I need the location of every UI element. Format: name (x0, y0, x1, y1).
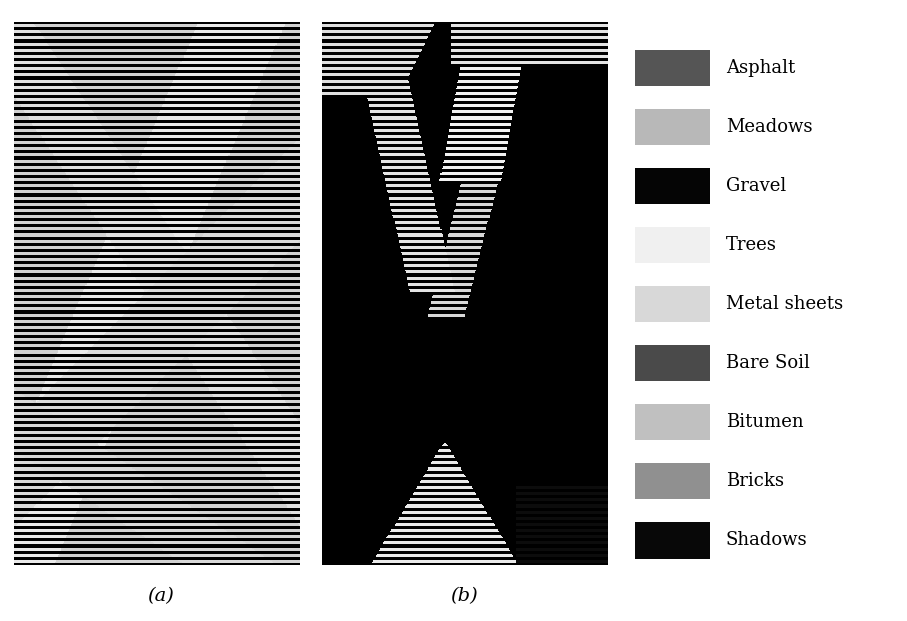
Text: (a): (a) (147, 587, 174, 605)
Text: Meadows: Meadows (726, 118, 813, 136)
Text: Bricks: Bricks (726, 472, 784, 490)
Text: Gravel: Gravel (726, 177, 786, 195)
FancyBboxPatch shape (635, 286, 710, 322)
FancyBboxPatch shape (635, 345, 710, 381)
FancyBboxPatch shape (635, 404, 710, 440)
FancyBboxPatch shape (635, 168, 710, 204)
Text: Bare Soil: Bare Soil (726, 354, 810, 372)
FancyBboxPatch shape (635, 50, 710, 86)
FancyBboxPatch shape (635, 463, 710, 499)
Text: Asphalt: Asphalt (726, 59, 795, 77)
Text: Trees: Trees (726, 236, 776, 254)
Text: Metal sheets: Metal sheets (726, 295, 843, 313)
Text: Bitumen: Bitumen (726, 413, 804, 431)
FancyBboxPatch shape (635, 522, 710, 558)
Text: Shadows: Shadows (726, 531, 807, 549)
FancyBboxPatch shape (635, 109, 710, 145)
Text: (b): (b) (451, 587, 478, 605)
FancyBboxPatch shape (635, 227, 710, 263)
